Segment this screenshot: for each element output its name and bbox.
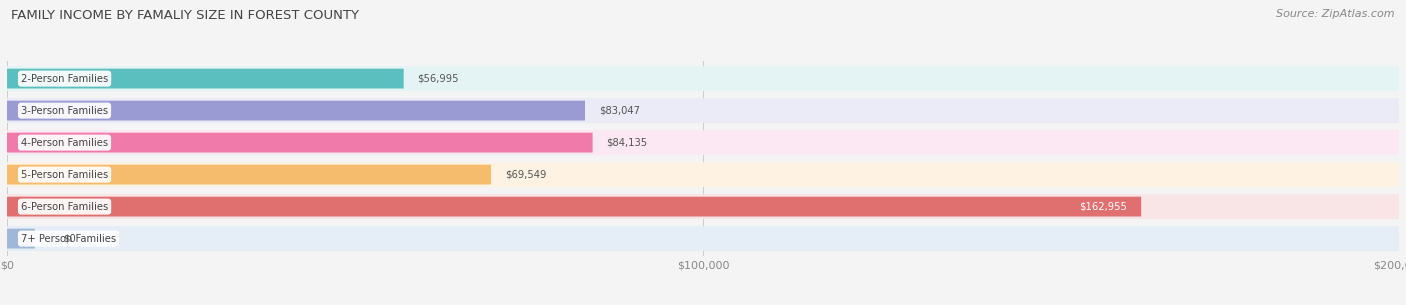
Text: $83,047: $83,047 (599, 106, 640, 116)
Text: $69,549: $69,549 (505, 170, 547, 180)
Text: FAMILY INCOME BY FAMALIY SIZE IN FOREST COUNTY: FAMILY INCOME BY FAMALIY SIZE IN FOREST … (11, 9, 360, 22)
Text: $0: $0 (63, 234, 76, 244)
Text: 4-Person Families: 4-Person Families (21, 138, 108, 148)
FancyBboxPatch shape (7, 98, 1399, 123)
Text: $84,135: $84,135 (606, 138, 648, 148)
Text: 5-Person Families: 5-Person Families (21, 170, 108, 180)
FancyBboxPatch shape (7, 66, 1399, 91)
FancyBboxPatch shape (7, 194, 1399, 219)
Text: 3-Person Families: 3-Person Families (21, 106, 108, 116)
Text: 6-Person Families: 6-Person Families (21, 202, 108, 212)
FancyBboxPatch shape (7, 162, 1399, 187)
FancyBboxPatch shape (7, 197, 1142, 217)
Text: Source: ZipAtlas.com: Source: ZipAtlas.com (1277, 9, 1395, 19)
Text: $162,955: $162,955 (1080, 202, 1128, 212)
Text: $56,995: $56,995 (418, 74, 460, 84)
FancyBboxPatch shape (7, 133, 592, 152)
FancyBboxPatch shape (7, 130, 1399, 155)
Text: 7+ Person Families: 7+ Person Families (21, 234, 117, 244)
FancyBboxPatch shape (7, 101, 585, 120)
FancyBboxPatch shape (7, 229, 35, 249)
FancyBboxPatch shape (7, 69, 404, 88)
Text: 2-Person Families: 2-Person Families (21, 74, 108, 84)
FancyBboxPatch shape (7, 165, 491, 185)
FancyBboxPatch shape (7, 226, 1399, 251)
